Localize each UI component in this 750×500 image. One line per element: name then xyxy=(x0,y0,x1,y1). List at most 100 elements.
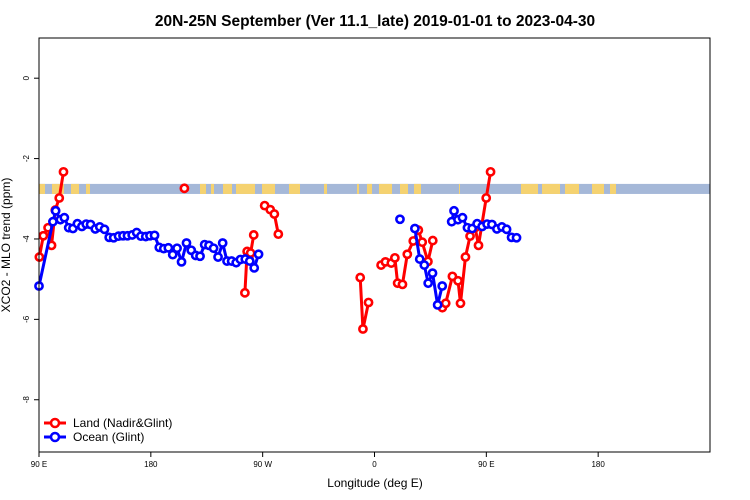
data-point xyxy=(453,275,463,286)
data-point xyxy=(179,183,190,194)
land-patch xyxy=(367,183,372,194)
x-axis-label: Longitude (deg E) xyxy=(327,476,422,490)
data-point xyxy=(363,297,374,308)
data-point xyxy=(511,232,522,243)
land-patch xyxy=(521,183,538,194)
data-point xyxy=(440,298,451,309)
land-patch xyxy=(565,183,579,194)
data-point xyxy=(217,238,228,248)
data-point xyxy=(427,268,438,279)
data-point xyxy=(172,243,182,254)
data-point xyxy=(248,230,259,240)
data-point xyxy=(481,193,492,203)
data-point xyxy=(501,224,512,235)
data-point xyxy=(423,278,434,289)
data-point xyxy=(457,212,468,223)
x-tick-label: 180 xyxy=(591,460,605,469)
x-tick-label: 90 E xyxy=(31,460,47,469)
data-point xyxy=(402,249,413,260)
data-point xyxy=(149,230,160,241)
data-point xyxy=(460,252,471,262)
x-tick-label: 0 xyxy=(372,460,377,469)
data-point xyxy=(419,260,430,270)
land-patch xyxy=(400,183,408,194)
land-patch xyxy=(236,183,255,194)
land-patch xyxy=(459,183,460,194)
land-patch xyxy=(289,183,300,194)
data-point xyxy=(244,256,255,266)
y-tick-label: 0 xyxy=(22,75,31,80)
series-line xyxy=(37,209,260,287)
legend-ocean-label: Ocean (Glint) xyxy=(73,430,144,444)
plot-frame xyxy=(38,37,711,453)
x-axis: 90 E 180 90 W 0 90 E 180 xyxy=(31,452,605,469)
data-point xyxy=(432,299,443,310)
data-point xyxy=(473,240,484,251)
data-point xyxy=(395,214,405,225)
legend-land-marker xyxy=(49,417,61,429)
data-point xyxy=(58,166,69,177)
data-point xyxy=(269,209,280,219)
data-point xyxy=(50,205,61,216)
data-point xyxy=(449,205,459,216)
chart-title: 20N-25N September (Ver 11.1_late) 2019-0… xyxy=(155,13,595,30)
y-tick-label: -2 xyxy=(22,154,31,162)
data-point xyxy=(195,251,205,262)
land-patch xyxy=(223,183,232,194)
land-patch xyxy=(542,183,560,194)
data-point xyxy=(465,231,475,242)
land-patch xyxy=(71,183,79,194)
data-point xyxy=(54,193,65,203)
land-patch xyxy=(592,183,604,194)
land-patch xyxy=(52,183,64,194)
x-tick-label: 90 E xyxy=(478,460,494,469)
data-point xyxy=(181,238,192,248)
legend: Land (Nadir&Glint) Ocean (Glint) xyxy=(44,416,172,444)
land-patch xyxy=(379,183,392,194)
series-layer xyxy=(34,166,522,334)
land-ocean-band xyxy=(39,183,710,194)
data-point xyxy=(437,281,448,291)
data-point xyxy=(176,256,187,267)
data-point xyxy=(48,216,58,227)
ocean-band xyxy=(39,183,710,194)
data-point xyxy=(59,212,70,223)
x-tick-label: 90 W xyxy=(253,460,272,469)
data-point xyxy=(355,272,366,283)
data-point xyxy=(455,298,466,309)
land-patch xyxy=(86,183,90,194)
data-point xyxy=(397,279,408,290)
legend-land-label: Land (Nadir&Glint) xyxy=(73,416,172,430)
data-point xyxy=(273,229,284,240)
land-patch xyxy=(610,183,616,194)
data-point xyxy=(249,263,260,273)
land-patch xyxy=(200,183,206,194)
series-ocean xyxy=(34,205,522,310)
data-point xyxy=(213,252,223,262)
y-tick-label: -8 xyxy=(22,396,31,404)
data-point xyxy=(389,252,400,263)
land-patch xyxy=(39,183,45,194)
y-axis-label: XCO2 - MLO trend (ppm) xyxy=(0,178,13,313)
series-land xyxy=(34,166,496,334)
data-point xyxy=(208,243,219,254)
y-tick-label: -4 xyxy=(22,235,31,243)
data-point xyxy=(414,254,425,264)
y-axis: 0 -2 -4 -6 -8 xyxy=(22,75,39,403)
data-point xyxy=(163,242,174,253)
data-point xyxy=(409,223,420,234)
data-point xyxy=(239,287,250,298)
land-patch xyxy=(357,183,359,194)
land-patch xyxy=(324,183,327,194)
land-patch xyxy=(211,183,214,194)
data-point xyxy=(167,249,178,260)
data-point xyxy=(38,230,49,241)
data-point xyxy=(427,235,438,246)
y-tick-label: -6 xyxy=(22,315,31,323)
land-patch xyxy=(414,183,421,194)
legend-ocean-marker xyxy=(49,431,61,443)
data-point xyxy=(358,324,368,334)
data-point xyxy=(417,237,428,248)
data-point xyxy=(99,224,110,235)
